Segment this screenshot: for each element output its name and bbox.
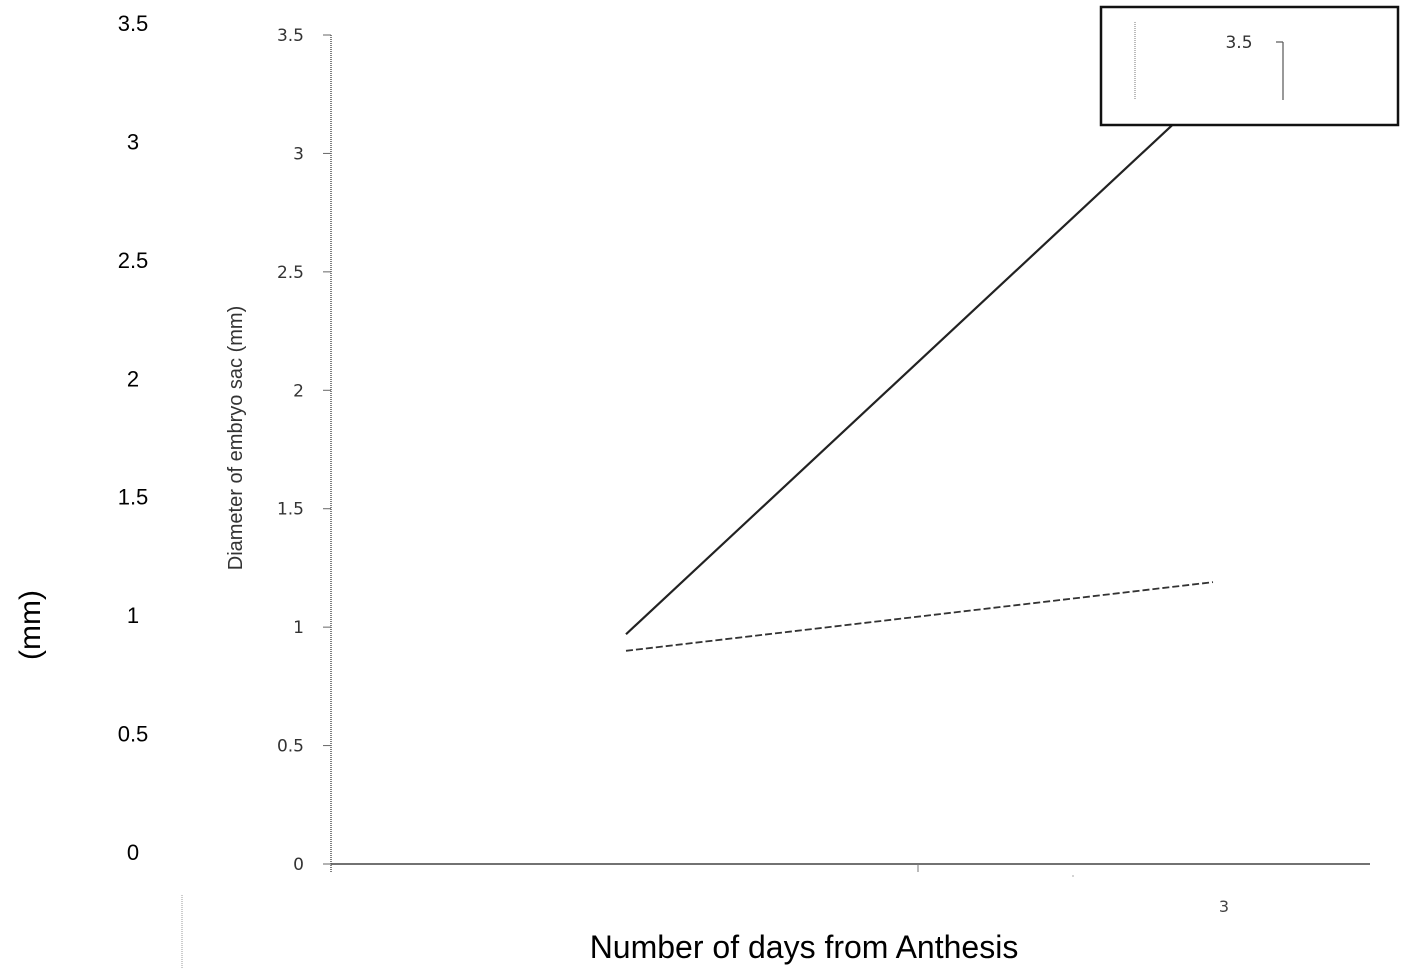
series-line-dashed: [625, 581, 1214, 652]
inner-y-tick-label: 1.5: [277, 500, 304, 520]
inset-label: 3.5: [1225, 33, 1252, 53]
inner-y-axis-label: Diameter of embryo sac (mm): [225, 306, 247, 571]
outer-y-tick-label: 3.5: [118, 11, 149, 36]
inner-y-tick-label: 3: [293, 144, 304, 164]
inner-y-tick-label: 3.5: [277, 26, 304, 46]
inset-frame: [1099, 5, 1400, 127]
outer-y-tick-label: 2: [127, 366, 139, 391]
outer-y-tick-label: 0: [127, 840, 139, 865]
inner-y-tick-label: 1: [293, 618, 304, 638]
outer-y-tick-label: 1.5: [118, 485, 149, 510]
outer-y-tick-label: 2.5: [118, 248, 149, 273]
inner-y-tick-label: 2: [293, 381, 304, 401]
x-tick-label-3: 3: [1219, 897, 1229, 916]
x-axis-label: Number of days from Anthesis: [590, 929, 1019, 965]
outer-y-axis-label: (mm): [14, 590, 47, 660]
inset-box: 3.5: [1099, 5, 1400, 127]
inner-y-tick-label: 0: [293, 855, 304, 875]
outer-y-tick-label: 0.5: [118, 722, 149, 747]
y-axis-tick-marks: [323, 34, 331, 865]
series-group: [625, 86, 1214, 652]
inner-y-tick-label: 2.5: [277, 263, 304, 283]
outer-y-tick-labels: 0 0.5 1 1.5 2 2.5 3 3.5: [118, 11, 149, 865]
inner-y-tick-labels: 0 0.5 1 1.5 2 2.5 3 3.5: [277, 26, 304, 875]
series-line-solid: [625, 86, 1214, 636]
inner-y-tick-label: 0.5: [277, 737, 304, 757]
outer-y-tick-label: 3: [127, 129, 139, 154]
outer-y-tick-label: 1: [127, 603, 139, 628]
